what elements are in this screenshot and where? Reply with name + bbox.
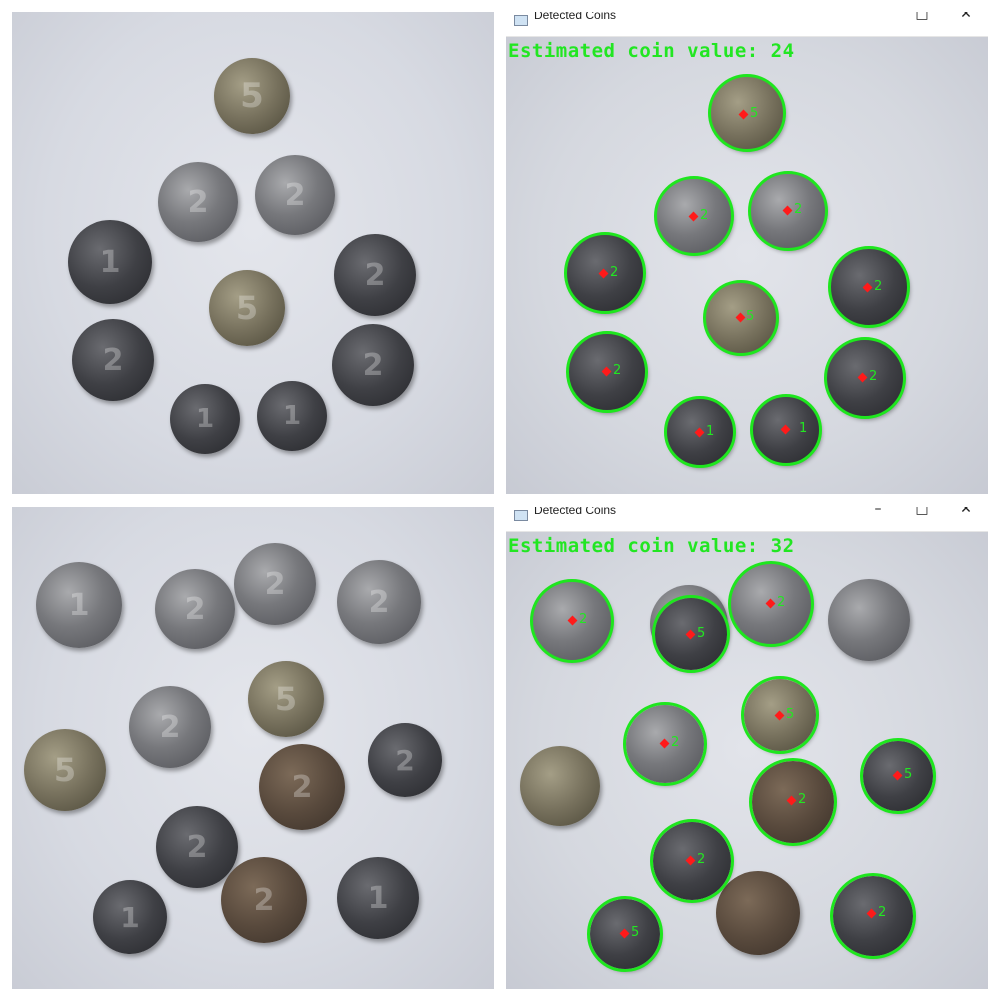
- detection-circle: [623, 702, 707, 786]
- window-titlebar: Detected Coins □ ✕: [506, 12, 988, 37]
- detection-circle: [860, 738, 936, 814]
- coin-value-label: 2: [798, 792, 807, 807]
- coin-value-label: 5: [904, 767, 913, 782]
- coin: 2: [334, 234, 416, 316]
- coin: 1: [337, 857, 419, 939]
- detection-circle: [703, 280, 779, 356]
- detection-circle: [652, 595, 730, 673]
- coin: 2: [156, 806, 238, 888]
- coin-value-label: 5: [786, 707, 795, 722]
- coin: 5: [209, 270, 285, 346]
- coin: 2: [368, 723, 442, 797]
- detection-circle: [828, 246, 910, 328]
- estimated-value-text: Estimated coin value: 24: [508, 40, 795, 62]
- coin-value-label: 2: [697, 852, 706, 867]
- coin: 2: [221, 857, 307, 943]
- maximize-button[interactable]: □: [915, 507, 929, 517]
- coin-value-label: 2: [610, 265, 619, 280]
- coin: 1: [68, 220, 152, 304]
- coin-value-label: 2: [878, 905, 887, 920]
- coin-value-label: 2: [794, 202, 803, 217]
- coin-value-label: 2: [874, 279, 883, 294]
- close-button[interactable]: ✕: [960, 507, 972, 517]
- coin: 1: [170, 384, 240, 454]
- detection-circle: [566, 331, 648, 413]
- coin: 1: [257, 381, 327, 451]
- detection-circle: [650, 819, 734, 903]
- coin-value-label: 1: [706, 424, 715, 439]
- estimated-value-text: Estimated coin value: 32: [508, 535, 795, 557]
- detection-circle: [530, 579, 614, 663]
- coin: 2: [332, 324, 414, 406]
- coin: [520, 746, 600, 826]
- detection-circle: [654, 176, 734, 256]
- coin-value-label: 5: [631, 925, 640, 940]
- coin: 5: [248, 661, 324, 737]
- close-button[interactable]: ✕: [960, 12, 972, 22]
- coin: [828, 579, 910, 661]
- detection-circle: [664, 396, 736, 468]
- detection-circle: [728, 561, 814, 647]
- maximize-button[interactable]: □: [915, 12, 929, 22]
- detected-coins-window-bottom: Detected Coins – □ ✕ Estimated coin valu…: [506, 507, 988, 989]
- coin-value-label: 5: [746, 309, 755, 324]
- coin: 2: [129, 686, 211, 768]
- original-photo-bottom: 1 2 2 2 2 5 5 2 2 2 1 2 1: [12, 507, 494, 989]
- coin-value-label: 1: [799, 421, 808, 436]
- coin-value-label: 2: [613, 363, 622, 378]
- coin: 2: [72, 319, 154, 401]
- coin-value-label: 2: [671, 735, 680, 750]
- detection-circle: [749, 758, 837, 846]
- coin-value-label: 2: [700, 208, 709, 223]
- coin-value-label: 2: [777, 595, 786, 610]
- minimize-button[interactable]: –: [874, 507, 882, 517]
- coin-value-label: 5: [750, 106, 759, 121]
- coin-value-label: 2: [869, 369, 878, 384]
- window-title: Detected Coins: [534, 12, 617, 22]
- coin: 1: [93, 880, 167, 954]
- coin-value-label: 5: [697, 626, 706, 641]
- coin: 2: [259, 744, 345, 830]
- original-photo-top: 5 2 2 1 2 5 2 2 1 1: [12, 12, 494, 494]
- detection-circle: [750, 394, 822, 466]
- detection-circle: [564, 232, 646, 314]
- app-icon: [514, 15, 528, 26]
- window-titlebar: Detected Coins – □ ✕: [506, 507, 988, 532]
- coin: [716, 871, 800, 955]
- app-icon: [514, 510, 528, 521]
- detection-circle: [748, 171, 828, 251]
- detection-circle: [830, 873, 916, 959]
- coin: 2: [255, 155, 335, 235]
- coin: 2: [158, 162, 238, 242]
- coin: 2: [234, 543, 316, 625]
- coin: 2: [155, 569, 235, 649]
- detection-circle: [587, 896, 663, 972]
- detection-circle: [708, 74, 786, 152]
- coin: 5: [214, 58, 290, 134]
- detection-circle: [824, 337, 906, 419]
- coin-value-label: 2: [579, 612, 588, 627]
- detection-circle: [741, 676, 819, 754]
- coin: 5: [24, 729, 106, 811]
- coin: 2: [337, 560, 421, 644]
- coin: 1: [36, 562, 122, 648]
- window-title: Detected Coins: [534, 507, 617, 517]
- detected-coins-window-top: Detected Coins □ ✕ Estimated coin value:…: [506, 12, 988, 494]
